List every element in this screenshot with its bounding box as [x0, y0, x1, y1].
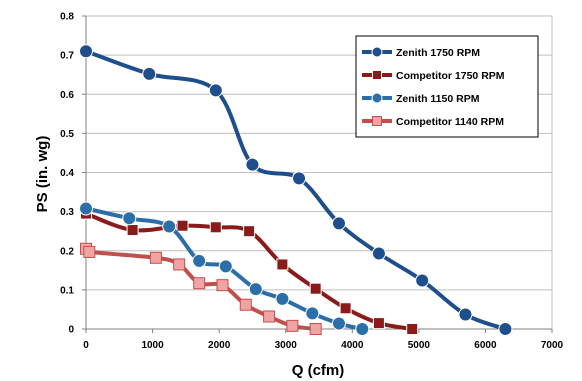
- x-tick-label-2: 2000: [208, 340, 231, 351]
- series-1-point-9: [406, 323, 419, 335]
- series-2-point-9: [355, 322, 370, 336]
- series-0-point-6: [371, 246, 386, 261]
- legend-label-1: Competitor 1750 RPM: [396, 70, 505, 82]
- series-2-point-2: [162, 219, 177, 234]
- series-2-point-0: [79, 201, 93, 216]
- series-2-point-6: [275, 291, 290, 306]
- x-tick-label-3: 3000: [275, 340, 298, 351]
- series-3-point-8: [286, 319, 299, 332]
- legend-label-0: Zenith 1750 RPM: [396, 47, 480, 59]
- y-tick-label-1: 0.1: [60, 285, 74, 296]
- series-2-point-7: [305, 306, 320, 321]
- y-tick-label-7: 0.7: [60, 51, 74, 62]
- x-tick-label-1: 1000: [141, 340, 164, 351]
- series-3-point-3: [173, 258, 186, 271]
- y-tick-label-5: 0.5: [60, 129, 74, 140]
- y-tick-label-6: 0.6: [60, 90, 74, 101]
- legend-entry-3: Competitor 1140 RPM: [362, 116, 504, 128]
- series-3: [80, 242, 322, 335]
- legend-entry-0: Zenith 1750 RPM: [362, 46, 480, 59]
- series-3-point-4: [193, 277, 206, 290]
- y-tick-label-8: 0.8: [60, 12, 74, 23]
- series-3-point-2: [149, 251, 162, 264]
- series-line-0: [84, 49, 508, 331]
- series-0-point-9: [498, 322, 513, 336]
- legend-swatch-marker-0: [371, 46, 383, 58]
- series-2-point-3: [192, 253, 207, 268]
- series-0-point-8: [458, 307, 473, 322]
- x-axis-label: Q (cfm): [292, 362, 345, 379]
- series-1-point-8: [372, 317, 385, 330]
- y-tick-label-3: 0.3: [60, 207, 74, 218]
- series-0-point-2: [208, 83, 223, 98]
- series-line-3: [81, 246, 318, 331]
- y-tick-label-2: 0.2: [60, 246, 74, 257]
- y-axis-label: PS (in. wg): [34, 136, 51, 213]
- x-tick-label-7: 7000: [541, 340, 564, 351]
- series-0-point-5: [331, 216, 346, 231]
- series-0-point-4: [292, 171, 307, 186]
- series-group: [79, 44, 513, 336]
- series-3-point-5: [216, 279, 229, 292]
- x-tick-label-6: 6000: [474, 340, 497, 351]
- series-3-point-9: [309, 323, 322, 335]
- legend-entry-1: Competitor 1750 RPM: [362, 70, 505, 82]
- legend-swatch-marker-2: [371, 92, 383, 104]
- series-1-point-7: [339, 302, 352, 315]
- x-tick-label-5: 5000: [408, 340, 431, 351]
- series-1-point-5: [276, 258, 289, 271]
- series-1: [80, 207, 419, 335]
- x-tick-label-4: 4000: [341, 340, 364, 351]
- series-line-2: [84, 206, 365, 331]
- series-2-point-4: [218, 259, 233, 274]
- series-2-point-1: [122, 211, 137, 226]
- series-3-point-6: [239, 298, 252, 311]
- series-3-point-1: [83, 245, 96, 258]
- legend-entry-2: Zenith 1150 RPM: [362, 92, 480, 105]
- legend-swatch-marker-3: [372, 116, 382, 126]
- series-2: [79, 201, 370, 336]
- legend-label-2: Zenith 1150 RPM: [396, 93, 480, 105]
- tick-labels: 0 0.1 0.2 0.3 0.4 0.5 0.6 0.7 0.8 0 1000 2000 3000 40…: [60, 12, 563, 352]
- series-0-point-3: [245, 157, 260, 172]
- series-0-point-7: [415, 273, 430, 288]
- series-2-point-8: [331, 316, 346, 331]
- series-3-point-7: [263, 310, 276, 323]
- series-2-point-5: [248, 282, 263, 297]
- legend-swatch-marker-1: [372, 70, 382, 80]
- series-1-point-1: [126, 224, 139, 237]
- series-0-point-1: [142, 66, 157, 81]
- x-tick-label-0: 0: [83, 340, 89, 351]
- legend-label-3: Competitor 1140 RPM: [396, 116, 504, 128]
- legend: Zenith 1750 RPM Competitor 1750 RPM Zenith…: [355, 35, 539, 138]
- series-1-point-2: [176, 219, 189, 232]
- series-0-point-0: [79, 44, 93, 59]
- series-1-point-4: [243, 225, 256, 238]
- series-0: [79, 44, 513, 336]
- y-tick-label-4: 0.4: [60, 168, 74, 179]
- series-1-point-3: [209, 221, 222, 234]
- series-1-point-6: [309, 282, 322, 295]
- y-tick-label-0: 0: [68, 325, 74, 336]
- series-line-1: [84, 211, 415, 331]
